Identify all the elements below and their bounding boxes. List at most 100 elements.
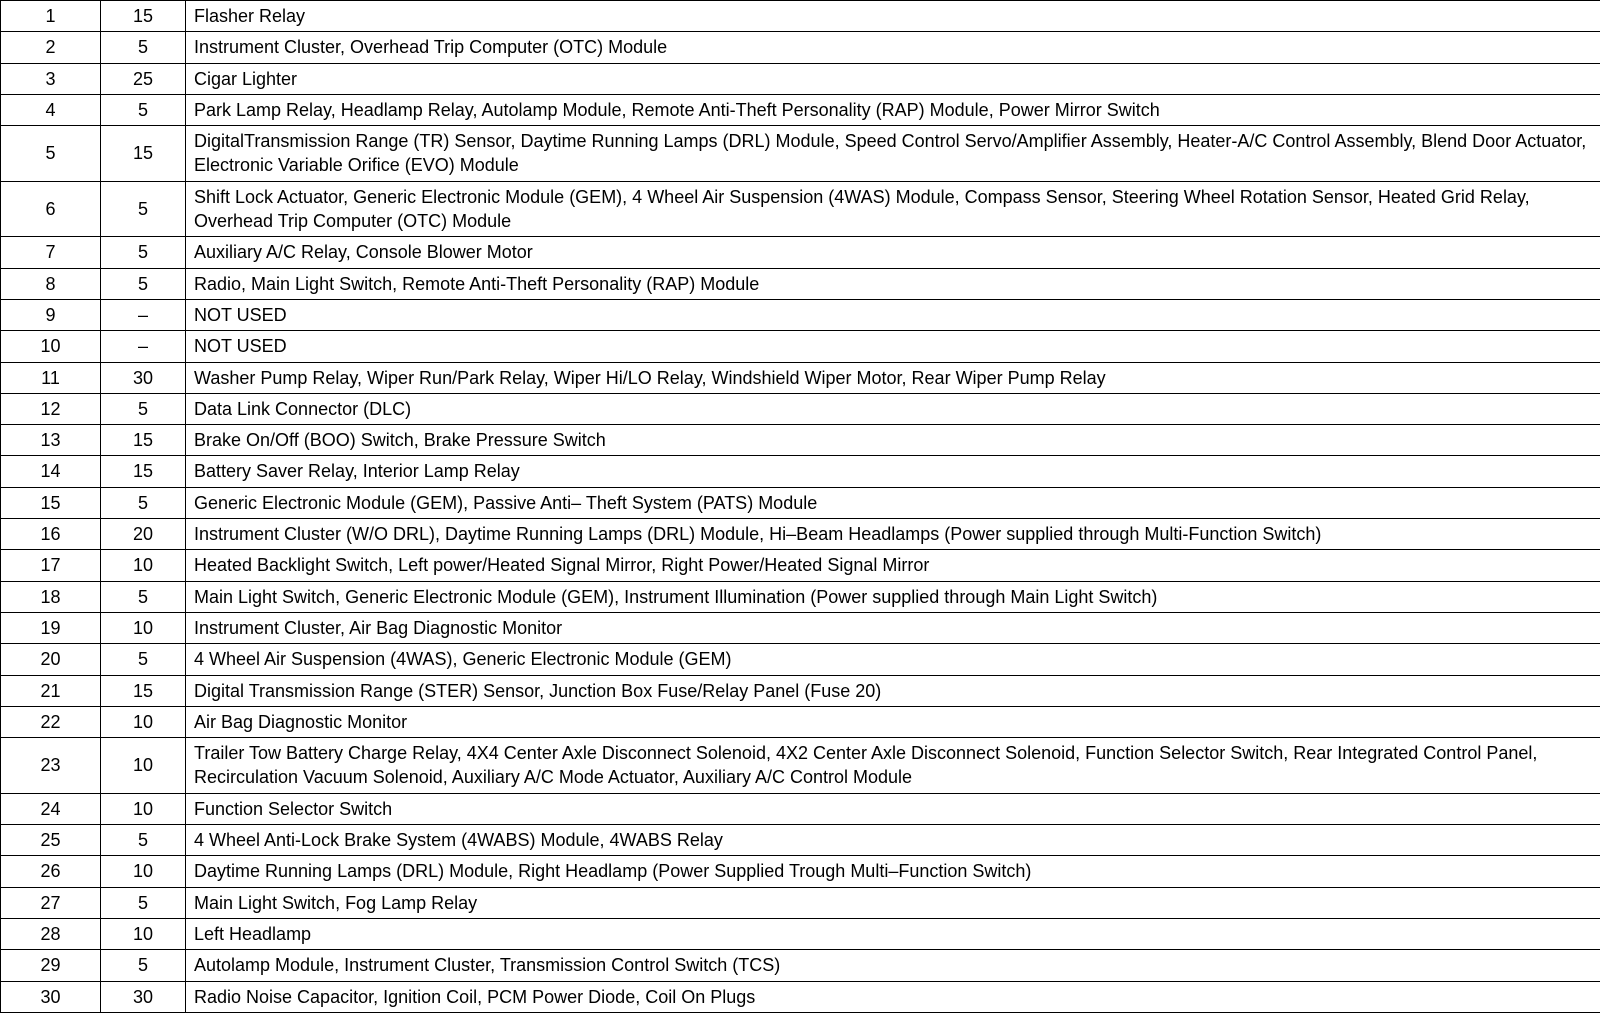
fuse-description: Cigar Lighter bbox=[186, 63, 1600, 94]
fuse-amp: 5 bbox=[101, 825, 186, 856]
table-row: 1315 Brake On/Off (BOO) Switch, Brake Pr… bbox=[1, 425, 1600, 456]
fuse-amp: 5 bbox=[101, 393, 186, 424]
table-row: 1710Heated Backlight Switch, Left power/… bbox=[1, 550, 1600, 581]
table-row: 2810Left Headlamp bbox=[1, 918, 1600, 949]
fuse-description: 4 Wheel Anti-Lock Brake System (4WABS) M… bbox=[186, 825, 1600, 856]
table-row: 10–NOT USED bbox=[1, 331, 1600, 362]
fuse-amp: 10 bbox=[101, 738, 186, 794]
fuse-number: 1 bbox=[1, 1, 101, 32]
table-row: 325Cigar Lighter bbox=[1, 63, 1600, 94]
fuse-amp: 5 bbox=[101, 268, 186, 299]
fuse-number: 10 bbox=[1, 331, 101, 362]
table-row: 3030Radio Noise Capacitor, Ignition Coil… bbox=[1, 981, 1600, 1012]
table-row: 2115Digital Transmission Range (STER) Se… bbox=[1, 675, 1600, 706]
fuse-description: Battery Saver Relay, Interior Lamp Relay bbox=[186, 456, 1600, 487]
fuse-amp: 15 bbox=[101, 126, 186, 182]
table-row: 2554 Wheel Anti-Lock Brake System (4WABS… bbox=[1, 825, 1600, 856]
table-row: 1620Instrument Cluster (W/O DRL), Daytim… bbox=[1, 519, 1600, 550]
fuse-number: 17 bbox=[1, 550, 101, 581]
fuse-number: 27 bbox=[1, 887, 101, 918]
table-row: 45Park Lamp Relay, Headlamp Relay, Autol… bbox=[1, 94, 1600, 125]
fuse-table-body: 115Flasher Relay25Instrument Cluster, Ov… bbox=[1, 1, 1600, 1013]
fuse-description: Autolamp Module, Instrument Cluster, Tra… bbox=[186, 950, 1600, 981]
fuse-number: 6 bbox=[1, 181, 101, 237]
fuse-amp: 5 bbox=[101, 32, 186, 63]
fuse-number: 22 bbox=[1, 706, 101, 737]
fuse-number: 29 bbox=[1, 950, 101, 981]
fuse-description: Washer Pump Relay, Wiper Run/Park Relay,… bbox=[186, 362, 1600, 393]
fuse-description: Daytime Running Lamps (DRL) Module, Righ… bbox=[186, 856, 1600, 887]
fuse-amp: 5 bbox=[101, 181, 186, 237]
fuse-amp: 20 bbox=[101, 519, 186, 550]
fuse-amp: 10 bbox=[101, 918, 186, 949]
fuse-description: 4 Wheel Air Suspension (4WAS), Generic E… bbox=[186, 644, 1600, 675]
fuse-description: Digital Transmission Range (STER) Sensor… bbox=[186, 675, 1600, 706]
fuse-number: 9 bbox=[1, 299, 101, 330]
fuse-description: Instrument Cluster, Air Bag Diagnostic M… bbox=[186, 612, 1600, 643]
fuse-number: 3 bbox=[1, 63, 101, 94]
fuse-description: Auxiliary A/C Relay, Console Blower Moto… bbox=[186, 237, 1600, 268]
fuse-number: 15 bbox=[1, 487, 101, 518]
fuse-description: Function Selector Switch bbox=[186, 793, 1600, 824]
fuse-amp: 10 bbox=[101, 612, 186, 643]
fuse-number: 20 bbox=[1, 644, 101, 675]
fuse-description: Data Link Connector (DLC) bbox=[186, 393, 1600, 424]
fuse-number: 30 bbox=[1, 981, 101, 1012]
fuse-amp: 5 bbox=[101, 94, 186, 125]
fuse-amp: 15 bbox=[101, 425, 186, 456]
fuse-number: 12 bbox=[1, 393, 101, 424]
fuse-amp: 5 bbox=[101, 887, 186, 918]
fuse-number: 2 bbox=[1, 32, 101, 63]
fuse-description: NOT USED bbox=[186, 299, 1600, 330]
fuse-description: DigitalTransmission Range (TR) Sensor, D… bbox=[186, 126, 1600, 182]
fuse-description: Instrument Cluster, Overhead Trip Comput… bbox=[186, 32, 1600, 63]
fuse-amp: 15 bbox=[101, 456, 186, 487]
fuse-description: Generic Electronic Module (GEM), Passive… bbox=[186, 487, 1600, 518]
fuse-description: Park Lamp Relay, Headlamp Relay, Autolam… bbox=[186, 94, 1600, 125]
fuse-number: 4 bbox=[1, 94, 101, 125]
table-row: 185Main Light Switch, Generic Electronic… bbox=[1, 581, 1600, 612]
table-row: 75Auxiliary A/C Relay, Console Blower Mo… bbox=[1, 237, 1600, 268]
table-row: 125Data Link Connector (DLC) bbox=[1, 393, 1600, 424]
table-row: 9–NOT USED bbox=[1, 299, 1600, 330]
fuse-number: 14 bbox=[1, 456, 101, 487]
fuse-description: Brake On/Off (BOO) Switch, Brake Pressur… bbox=[186, 425, 1600, 456]
table-row: 2310Trailer Tow Battery Charge Relay, 4X… bbox=[1, 738, 1600, 794]
table-row: 2410Function Selector Switch bbox=[1, 793, 1600, 824]
fuse-number: 8 bbox=[1, 268, 101, 299]
fuse-number: 21 bbox=[1, 675, 101, 706]
table-row: 85Radio, Main Light Switch, Remote Anti-… bbox=[1, 268, 1600, 299]
fuse-description: Air Bag Diagnostic Monitor bbox=[186, 706, 1600, 737]
table-row: 65Shift Lock Actuator, Generic Electroni… bbox=[1, 181, 1600, 237]
fuse-amp: 10 bbox=[101, 550, 186, 581]
table-row: 25Instrument Cluster, Overhead Trip Comp… bbox=[1, 32, 1600, 63]
fuse-amp: – bbox=[101, 299, 186, 330]
fuse-number: 19 bbox=[1, 612, 101, 643]
fuse-number: 18 bbox=[1, 581, 101, 612]
fuse-amp: 15 bbox=[101, 675, 186, 706]
fuse-amp: 10 bbox=[101, 856, 186, 887]
fuse-amp: 5 bbox=[101, 487, 186, 518]
fuse-description: Instrument Cluster (W/O DRL), Daytime Ru… bbox=[186, 519, 1600, 550]
table-row: 275Main Light Switch, Fog Lamp Relay bbox=[1, 887, 1600, 918]
table-row: 1130Washer Pump Relay, Wiper Run/Park Re… bbox=[1, 362, 1600, 393]
fuse-description: Main Light Switch, Generic Electronic Mo… bbox=[186, 581, 1600, 612]
fuse-amp: 10 bbox=[101, 706, 186, 737]
fuse-number: 16 bbox=[1, 519, 101, 550]
fuse-number: 26 bbox=[1, 856, 101, 887]
fuse-number: 5 bbox=[1, 126, 101, 182]
table-row: 155Generic Electronic Module (GEM), Pass… bbox=[1, 487, 1600, 518]
fuse-description: Shift Lock Actuator, Generic Electronic … bbox=[186, 181, 1600, 237]
table-row: 2054 Wheel Air Suspension (4WAS), Generi… bbox=[1, 644, 1600, 675]
fuse-number: 13 bbox=[1, 425, 101, 456]
fuse-number: 28 bbox=[1, 918, 101, 949]
fuse-description: Main Light Switch, Fog Lamp Relay bbox=[186, 887, 1600, 918]
fuse-amp: 5 bbox=[101, 644, 186, 675]
fuse-number: 7 bbox=[1, 237, 101, 268]
table-row: 1415Battery Saver Relay, Interior Lamp R… bbox=[1, 456, 1600, 487]
fuse-description: Trailer Tow Battery Charge Relay, 4X4 Ce… bbox=[186, 738, 1600, 794]
fuse-number: 25 bbox=[1, 825, 101, 856]
fuse-number: 11 bbox=[1, 362, 101, 393]
fuse-amp: 5 bbox=[101, 950, 186, 981]
fuse-description: Flasher Relay bbox=[186, 1, 1600, 32]
